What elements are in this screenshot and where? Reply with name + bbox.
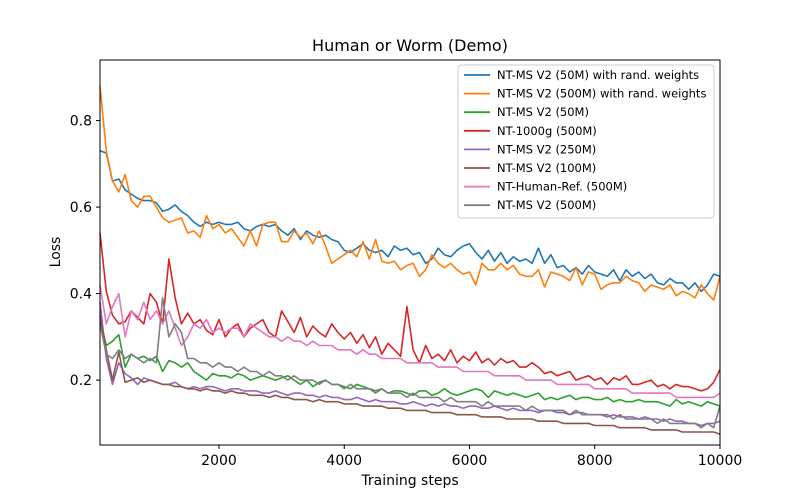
series-line-2 (99, 85, 721, 301)
legend-label-7: NT-Human-Ref. (500M) (497, 180, 627, 194)
series-line-5 (99, 302, 721, 427)
x-tick-label-1: 2000 (201, 453, 237, 469)
legend-label-3: NT-MS V2 (50M) (497, 105, 589, 119)
series-line-7 (99, 284, 721, 399)
legend-label-2: NT-MS V2 (500M) with rand. weights (497, 87, 706, 101)
y-tick-label-3: 0.6 (70, 200, 92, 216)
x-axis-label: Training steps (360, 473, 458, 489)
y-axis: 0.2 0.4 0.6 0.8 (70, 114, 100, 389)
y-tick-label-1: 0.2 (70, 373, 92, 389)
legend-label-1: NT-MS V2 (50M) with rand. weights (497, 68, 699, 82)
y-tick-label-2: 0.4 (70, 287, 92, 303)
legend-items: NT-MS V2 (50M) with rand. weights NT-MS V… (464, 68, 706, 212)
x-tick-label-3: 6000 (452, 453, 488, 469)
x-tick-label-5: 10000 (698, 453, 743, 469)
legend: NT-MS V2 (50M) with rand. weights NT-MS V… (457, 64, 715, 219)
legend-label-6: NT-MS V2 (100M) (497, 161, 596, 175)
plot-area (99, 85, 721, 435)
series-line-4 (99, 232, 721, 392)
series-line-3 (99, 319, 721, 407)
chart-title: Human or Worm (Demo) (312, 36, 508, 55)
plot-frame (99, 59, 721, 446)
x-tick-label-4: 8000 (577, 453, 613, 469)
x-axis: 2000 4000 6000 8000 10000 (201, 445, 742, 469)
legend-box (457, 64, 715, 219)
legend-label-4: NT-1000g (500M) (497, 124, 597, 138)
x-tick-label-2: 4000 (326, 453, 362, 469)
series-line-6 (99, 315, 721, 435)
series-line-8 (99, 297, 721, 429)
y-axis-label: Loss (48, 237, 64, 268)
legend-label-5: NT-MS V2 (250M) (497, 142, 596, 156)
y-tick-label-4: 0.8 (70, 114, 92, 130)
legend-label-8: NT-MS V2 (500M) (497, 198, 596, 212)
